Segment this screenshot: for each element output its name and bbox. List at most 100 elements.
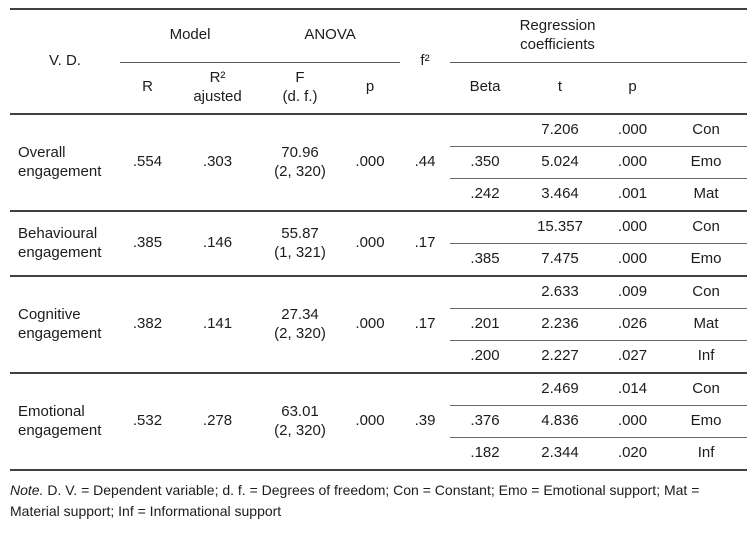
cell-beta (450, 211, 520, 243)
cell-f-df: 55.87 (1, 321) (274, 224, 326, 261)
cell-t: 7.475 (520, 243, 601, 276)
cell-predictor: Emo (665, 145, 748, 179)
cell-predictor: Emo (665, 405, 748, 438)
cell-predictor: Mat (665, 307, 748, 341)
cell-f2: .39 (414, 412, 436, 430)
cell-beta: .385 (450, 243, 521, 276)
note-label: Note. (10, 482, 44, 499)
cell-p: .000 (617, 218, 648, 236)
cell-f2: .17 (414, 315, 436, 333)
cell-t: 2.633 (541, 283, 579, 301)
cell-beta: .350 (450, 145, 521, 179)
cell-t: 2.236 (520, 307, 601, 341)
cell-t: 2.227 (520, 340, 601, 374)
block-overall-engagement: Overall engagement .554 .303 70.96 (2, 3… (10, 114, 748, 212)
cell-p: .000 (355, 234, 385, 252)
table-row: .350 5.024 .000 Emo (10, 145, 748, 179)
table-row: .200 2.227 .027 Inf (10, 340, 748, 374)
spanner-anova: ANOVA (260, 9, 401, 63)
cell-r2: .303 (202, 153, 233, 171)
header-vd: V. D. (49, 52, 81, 70)
cell-p: .026 (600, 307, 666, 341)
dependent-variable-label: Emotional engagement (18, 402, 102, 439)
cell-beta: .201 (450, 307, 521, 341)
header-f2: f² (420, 52, 430, 70)
table-row: .182 2.344 .020 Inf (10, 437, 748, 471)
table-header: V. D. Model ANOVA f² Regression coeffici… (10, 9, 748, 114)
cell-t: 5.024 (520, 145, 601, 179)
spanner-predictor-column (665, 9, 748, 63)
subheader-t: t (557, 78, 563, 96)
dependent-variable-label: Behavioural engagement (18, 224, 102, 261)
cell-p: .000 (617, 121, 648, 139)
spanner-model: Model (120, 9, 261, 63)
cell-f-df: 63.01 (2, 320) (274, 402, 326, 439)
table-row: .376 4.836 .000 Emo (10, 405, 748, 438)
cell-predictor: Con (692, 283, 720, 301)
cell-beta: .376 (450, 405, 521, 438)
cell-predictor: Inf (665, 340, 748, 374)
cell-p: .020 (600, 437, 666, 471)
cell-p: .014 (617, 380, 648, 398)
cell-r: .554 (132, 153, 163, 171)
cell-f2: .17 (414, 234, 436, 252)
cell-beta (450, 373, 520, 405)
cell-beta (450, 276, 520, 308)
cell-beta (450, 114, 520, 146)
subheader-p2: p (628, 78, 637, 96)
cell-predictor: Con (692, 121, 720, 139)
cell-p: .000 (355, 153, 385, 171)
cell-beta: .242 (450, 178, 521, 212)
table-note: Note. D. V. = Dependent variable; d. f. … (10, 480, 750, 521)
page: V. D. Model ANOVA f² Regression coeffici… (10, 8, 750, 521)
block-cognitive-engagement: Cognitive engagement .382 .141 27.34 (2,… (10, 275, 748, 374)
subheader-r: R (142, 78, 153, 96)
regression-results-table: V. D. Model ANOVA f² Regression coeffici… (10, 8, 748, 472)
subheader-beta: Beta (469, 78, 501, 96)
table-row: Cognitive engagement .382 .141 27.34 (2,… (10, 276, 747, 342)
cell-t: 2.469 (541, 380, 579, 398)
subheader-f-df: F (d. f.) (282, 69, 318, 105)
cell-t: 7.206 (541, 121, 579, 139)
cell-predictor: Mat (665, 178, 748, 212)
cell-beta: .200 (450, 340, 521, 374)
cell-r2: .141 (202, 315, 233, 333)
table-row: .201 2.236 .026 Mat (10, 307, 748, 341)
cell-p: .000 (355, 412, 385, 430)
cell-r: .385 (132, 234, 163, 252)
cell-f-df: 70.96 (2, 320) (274, 143, 326, 180)
cell-r2: .146 (202, 234, 233, 252)
table-row: .385 7.475 .000 Emo (10, 243, 748, 276)
table-row: .242 3.464 .001 Mat (10, 178, 748, 212)
cell-p: .000 (600, 243, 666, 276)
cell-p: .000 (600, 405, 666, 438)
subheader-predictor (665, 62, 747, 114)
cell-r: .532 (132, 412, 163, 430)
note-text: D. V. = Dependent variable; d. f. = Degr… (10, 482, 700, 519)
cell-t: 2.344 (520, 437, 601, 471)
subheader-r2-adjusted: R² ajusted (193, 69, 242, 105)
cell-p: .009 (617, 283, 648, 301)
cell-p: .000 (355, 315, 385, 333)
cell-t: 15.357 (537, 218, 583, 236)
table-row: Behavioural engagement .385 .146 55.87 (… (10, 211, 747, 260)
dependent-variable-label: Overall engagement (18, 143, 102, 180)
block-emotional-engagement: Emotional engagement .532 .278 63.01 (2,… (10, 373, 748, 471)
cell-p: .001 (600, 178, 666, 212)
table-row: Overall engagement .554 .303 70.96 (2, 3… (10, 114, 747, 180)
table-row: Emotional engagement .532 .278 63.01 (2,… (10, 373, 747, 439)
cell-t: 4.836 (520, 405, 601, 438)
cell-predictor: Con (692, 218, 720, 236)
cell-r2: .278 (202, 412, 233, 430)
dependent-variable-label: Cognitive engagement (18, 305, 102, 342)
block-behavioural-engagement: Behavioural engagement .385 .146 55.87 (… (10, 211, 748, 276)
cell-f-df: 27.34 (2, 320) (274, 305, 326, 342)
cell-p: .027 (600, 340, 666, 374)
cell-predictor: Con (692, 380, 720, 398)
cell-predictor: Inf (665, 437, 748, 471)
cell-t: 3.464 (520, 178, 601, 212)
subheader-p: p (365, 78, 375, 96)
cell-r: .382 (132, 315, 163, 333)
cell-predictor: Emo (665, 243, 748, 276)
cell-f2: .44 (414, 153, 436, 171)
